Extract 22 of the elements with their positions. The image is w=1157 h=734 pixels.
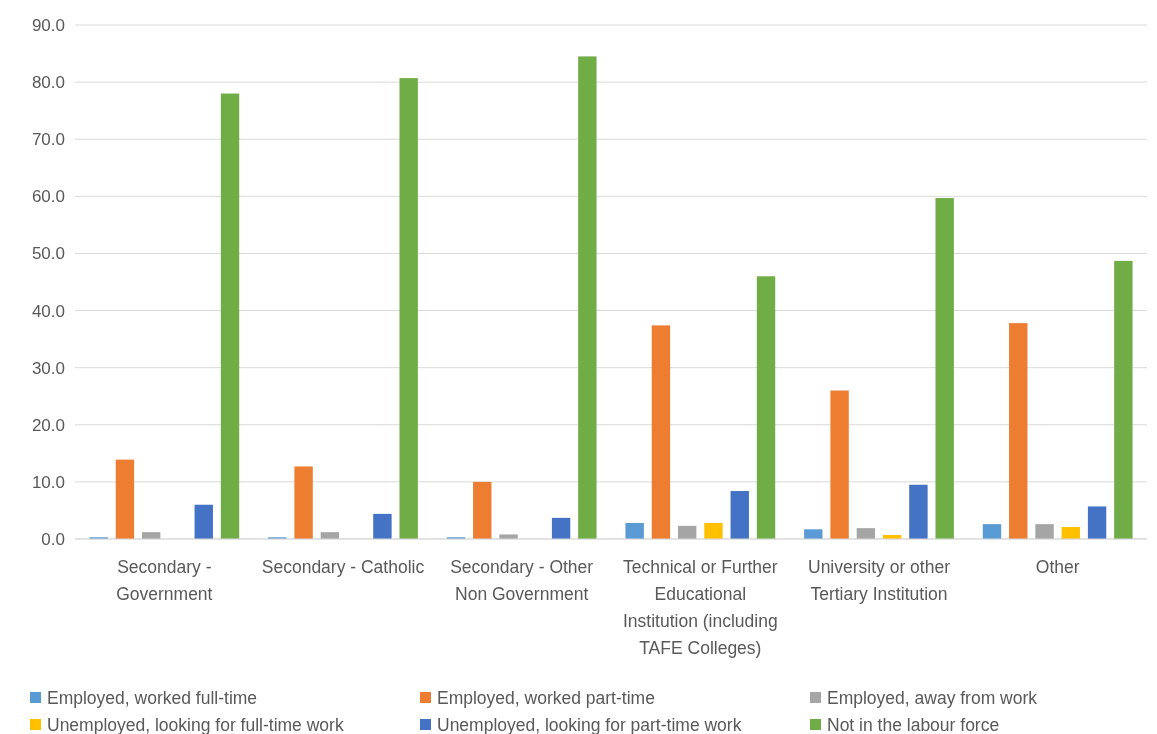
y-tick-label: 60.0 — [31, 187, 65, 207]
legend-label: Unemployed, looking for full-time work — [47, 715, 344, 734]
y-tick-label: 50.0 — [31, 244, 65, 264]
legend-label: Employed, worked full-time — [47, 688, 258, 709]
x-tick-label: University or other Tertiary Institution — [808, 557, 951, 605]
y-tick-label: 10.0 — [31, 472, 65, 492]
y-tick-label: 80.0 — [31, 73, 65, 93]
y-tick-label: 20.0 — [31, 415, 65, 435]
legend-label: Not in the labour force — [827, 715, 1000, 734]
legend-label: Employed, worked part-time — [437, 688, 655, 709]
legend-label: Unemployed, looking for part-time work — [437, 715, 742, 734]
x-tick-label: Secondary - Other Non Government — [450, 557, 594, 605]
x-tick-label: Technical or Further Educational Institution (including TAFE Colleges) — [623, 557, 778, 659]
y-tick-label: 90.0 — [31, 15, 65, 35]
x-tick-label: Other — [1035, 557, 1080, 577]
legend-label: Employed, away from work — [827, 688, 1038, 709]
x-tick-label: Secondary - Government — [116, 557, 213, 605]
y-tick-label: 40.0 — [31, 301, 65, 321]
y-tick-label: 70.0 — [31, 130, 65, 150]
x-tick-label: Secondary - Catholic — [261, 557, 425, 577]
y-tick-label: 0.0 — [41, 529, 65, 549]
y-tick-label: 30.0 — [31, 358, 65, 378]
